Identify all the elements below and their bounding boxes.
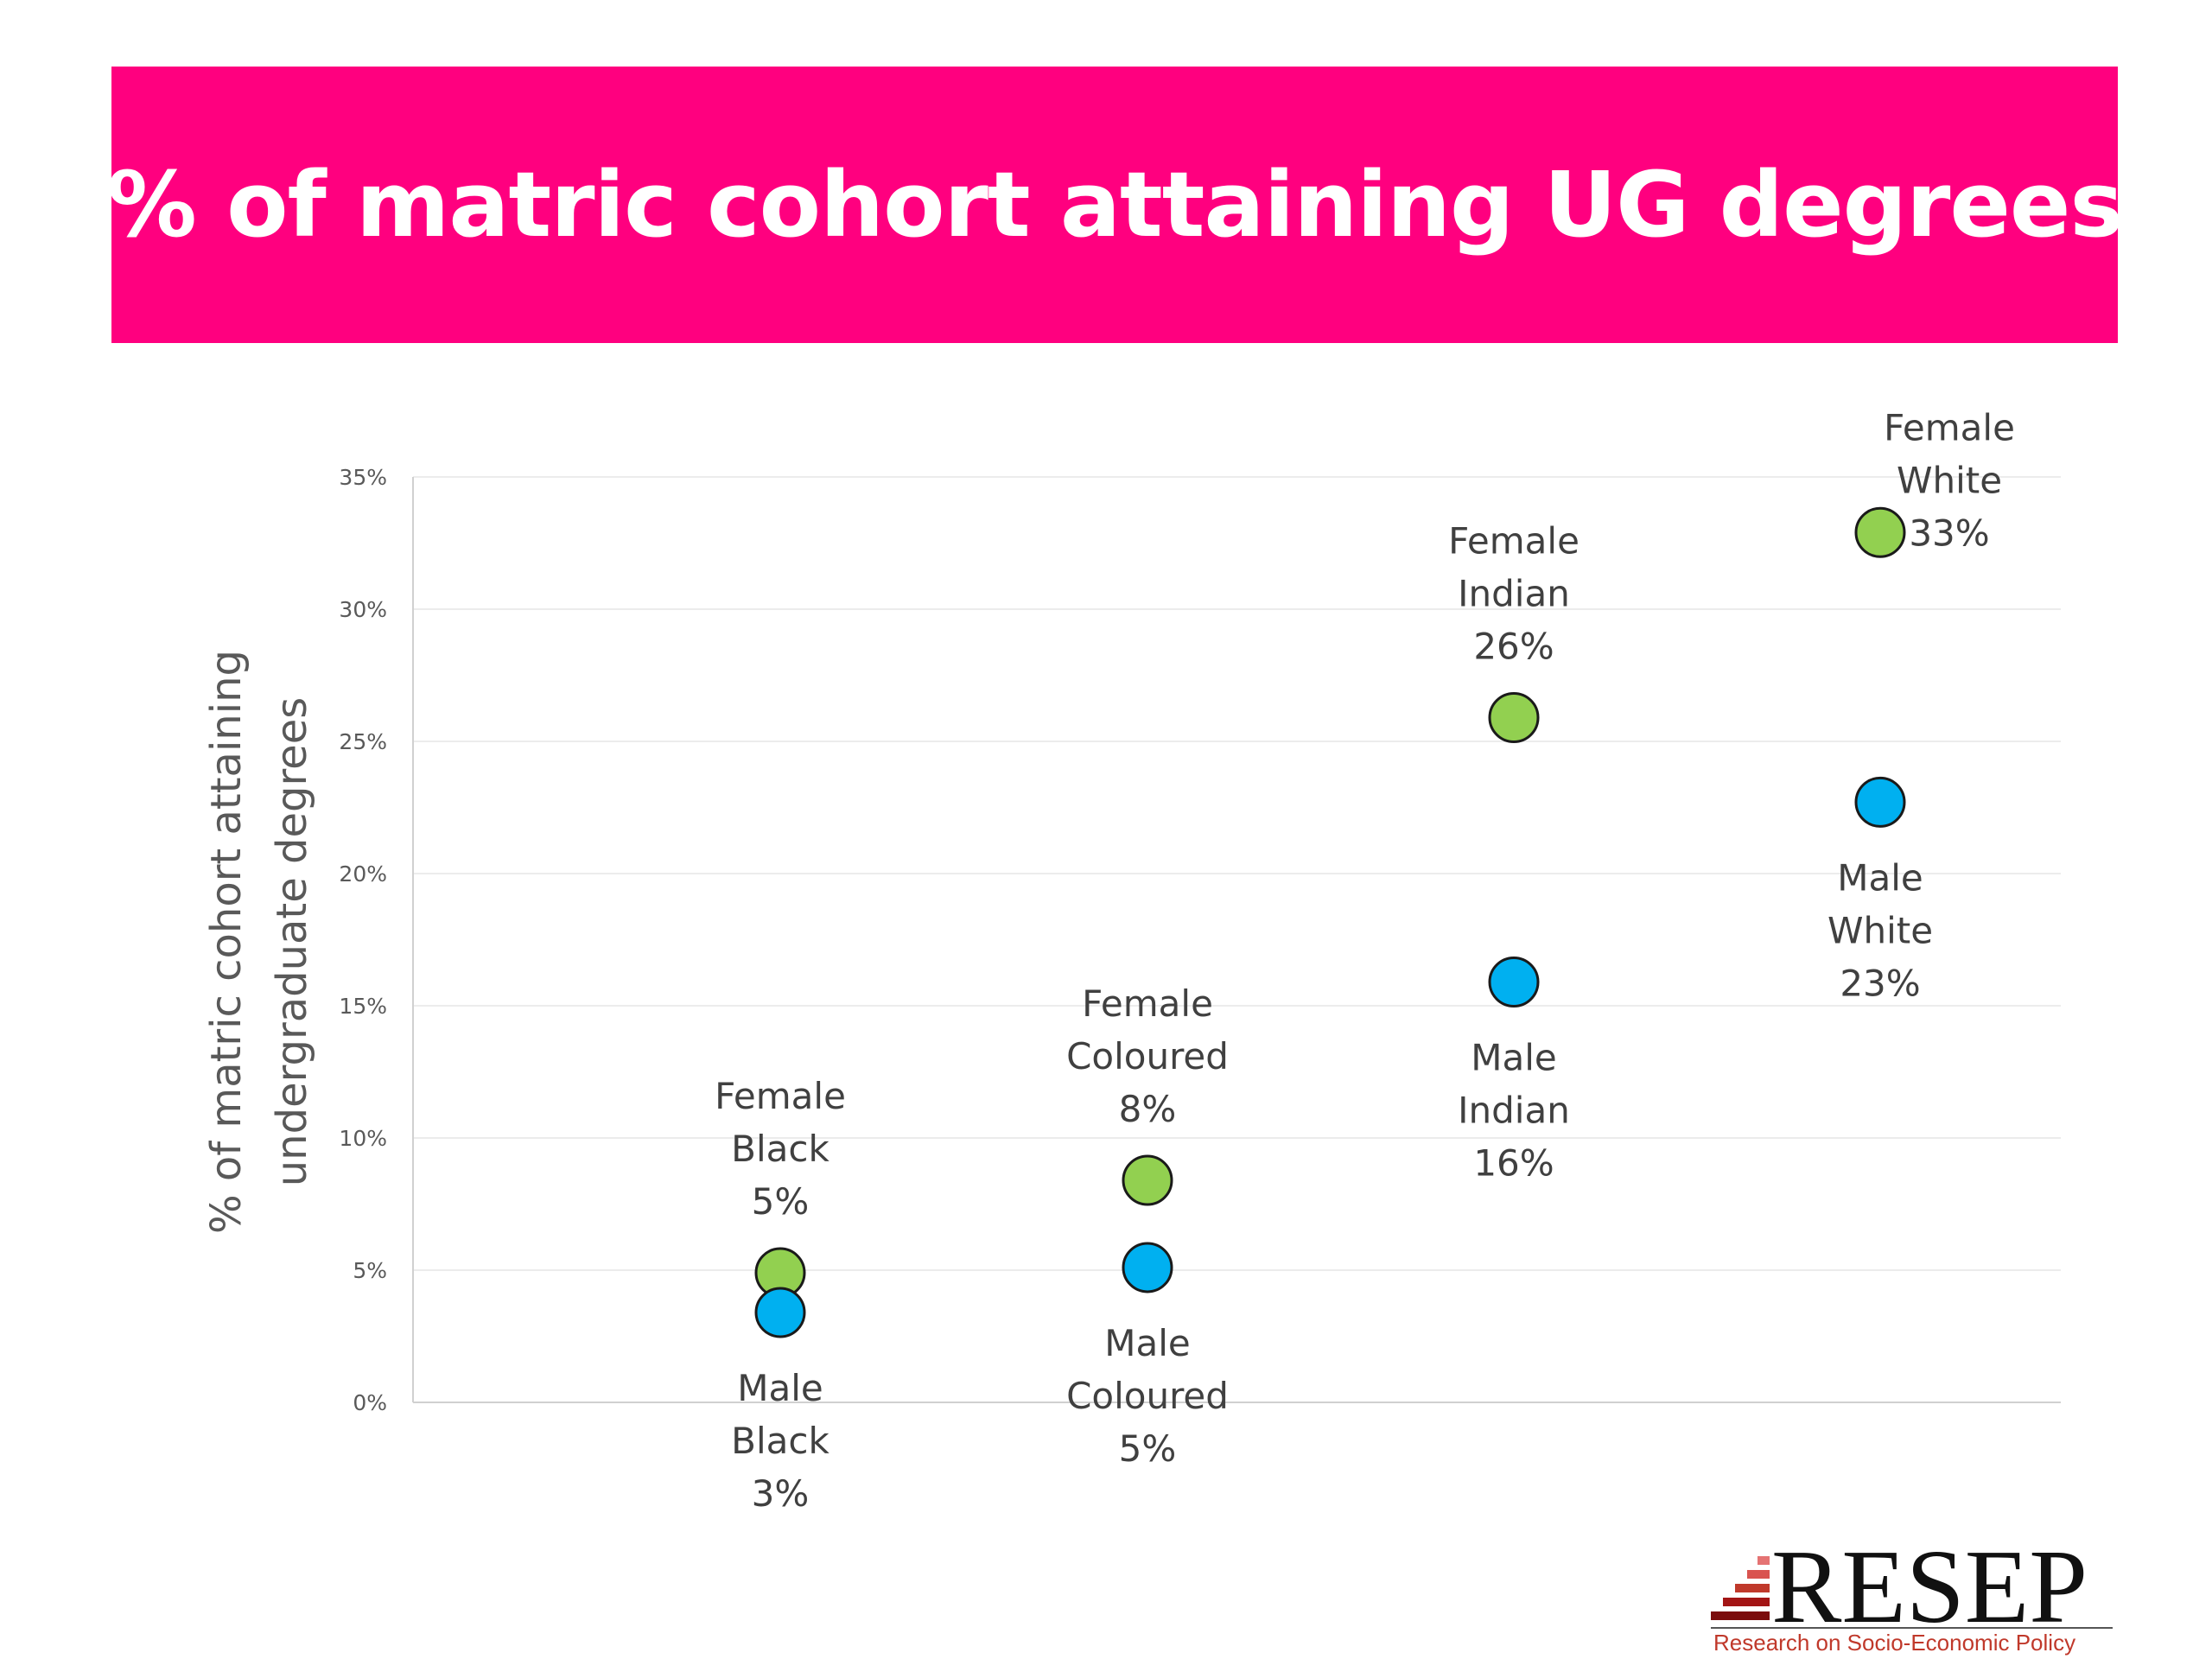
y-tick-label: 15%: [339, 994, 387, 1019]
logo-stairs-icon: [1711, 1556, 1770, 1620]
y-tick-label: 20%: [339, 861, 387, 887]
data-point: [1854, 776, 1906, 828]
y-tick-label: 35%: [339, 465, 387, 490]
data-point: [1488, 956, 1540, 1007]
logo-tagline: Research on Socio-Economic Policy: [1713, 1630, 2075, 1656]
y-tick-label: 25%: [339, 729, 387, 754]
y-axis-title: % of matric cohort attaining undergraduat…: [202, 650, 316, 1234]
y-tick-label: 0%: [353, 1390, 387, 1415]
data-label: Male Coloured 5%: [1066, 1322, 1229, 1470]
data-point: [754, 1287, 806, 1338]
data-label: Female Indian 26%: [1448, 519, 1580, 667]
data-label: Male White 23%: [1827, 856, 1933, 1004]
data-point: [1854, 506, 1906, 558]
resep-logo: RESEP Research on Socio-Economic Policy: [1711, 1529, 2113, 1656]
y-tick-label: 5%: [353, 1258, 387, 1283]
data-point: [1122, 1242, 1173, 1294]
data-label: Female Coloured 8%: [1066, 982, 1229, 1130]
data-label: Male Indian 16%: [1458, 1036, 1570, 1184]
title-banner: % of matric cohort attaining UG degrees: [107, 67, 2123, 343]
data-point: [1122, 1154, 1173, 1206]
y-tick-label: 30%: [339, 597, 387, 622]
logo-wordmark: RESEP: [1771, 1529, 2088, 1645]
y-tick-label: 10%: [339, 1126, 387, 1151]
data-label: Male Black 3%: [731, 1367, 830, 1515]
data-label: Female White 33%: [1884, 406, 2015, 554]
data-point: [1488, 691, 1540, 743]
slide-title: % of matric cohort attaining UG degrees: [106, 152, 2124, 257]
data-label: Female Black 5%: [715, 1075, 846, 1223]
